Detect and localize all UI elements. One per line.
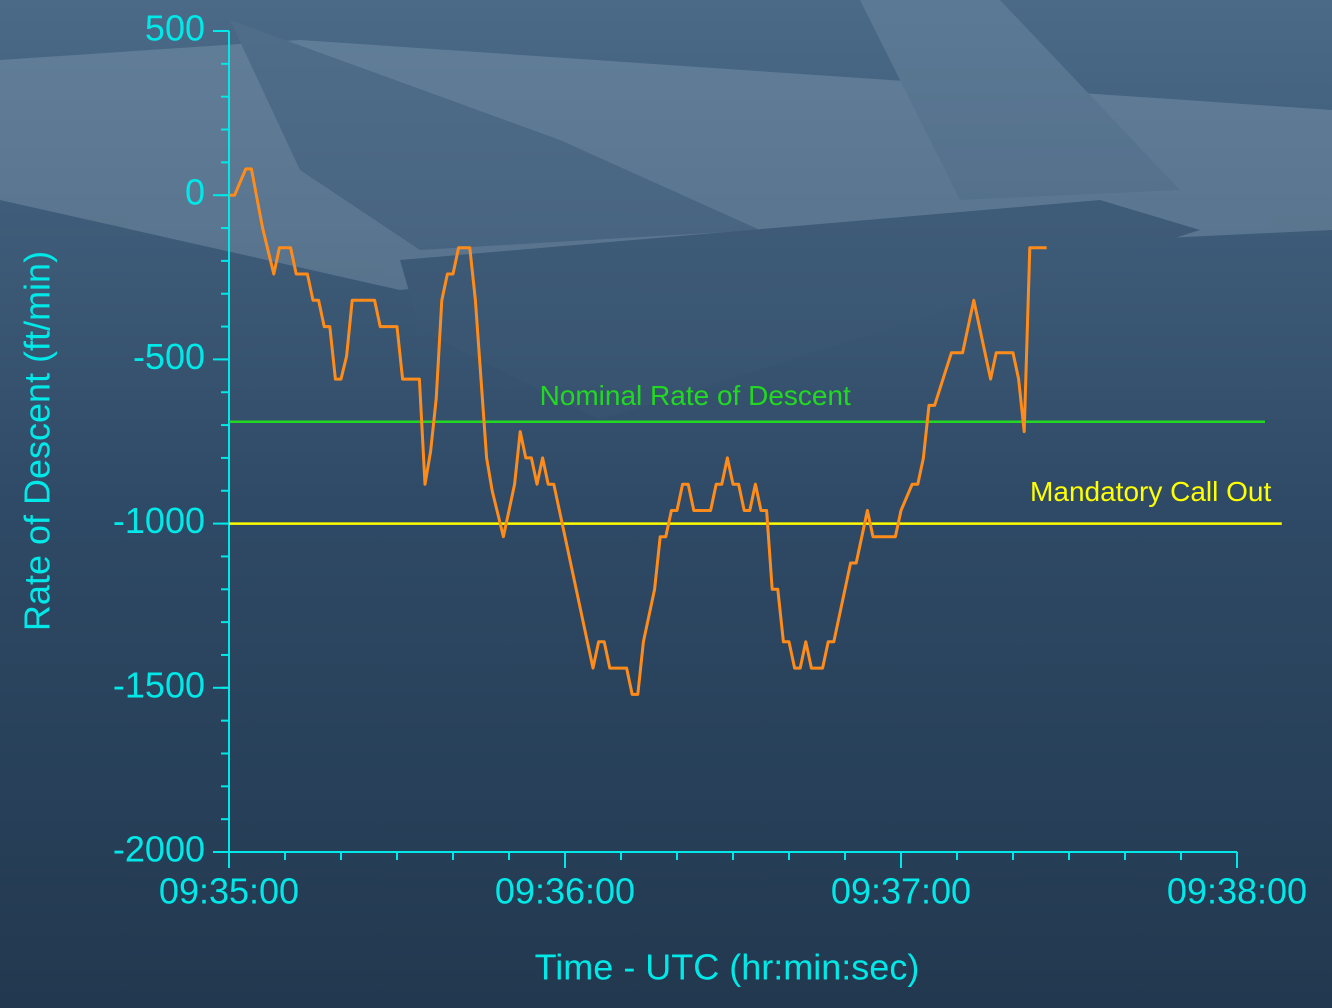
reference-label: Nominal Rate of Descent	[540, 380, 851, 411]
y-tick-label: -1000	[113, 500, 205, 541]
x-tick-label: 09:35:00	[159, 871, 299, 912]
chart: Rate of Descent (ft/min) Time - UTC (hr:…	[0, 0, 1332, 1008]
x-tick-label: 09:38:00	[1167, 871, 1307, 912]
y-tick-label: 0	[185, 172, 205, 213]
x-axis-title: Time - UTC (hr:min:sec)	[535, 947, 920, 988]
x-tick-label: 09:37:00	[831, 871, 971, 912]
y-tick-label: -500	[133, 336, 205, 377]
y-tick-label: 500	[145, 8, 205, 49]
x-tick-label: 09:36:00	[495, 871, 635, 912]
y-tick-label: -1500	[113, 664, 205, 705]
page: Rate of Descent (ft/min) Time - UTC (hr:…	[0, 0, 1332, 1008]
y-tick-label: -2000	[113, 829, 205, 870]
reference-label: Mandatory Call Out	[1030, 476, 1271, 507]
y-axis-title: Rate of Descent (ft/min)	[17, 251, 58, 631]
